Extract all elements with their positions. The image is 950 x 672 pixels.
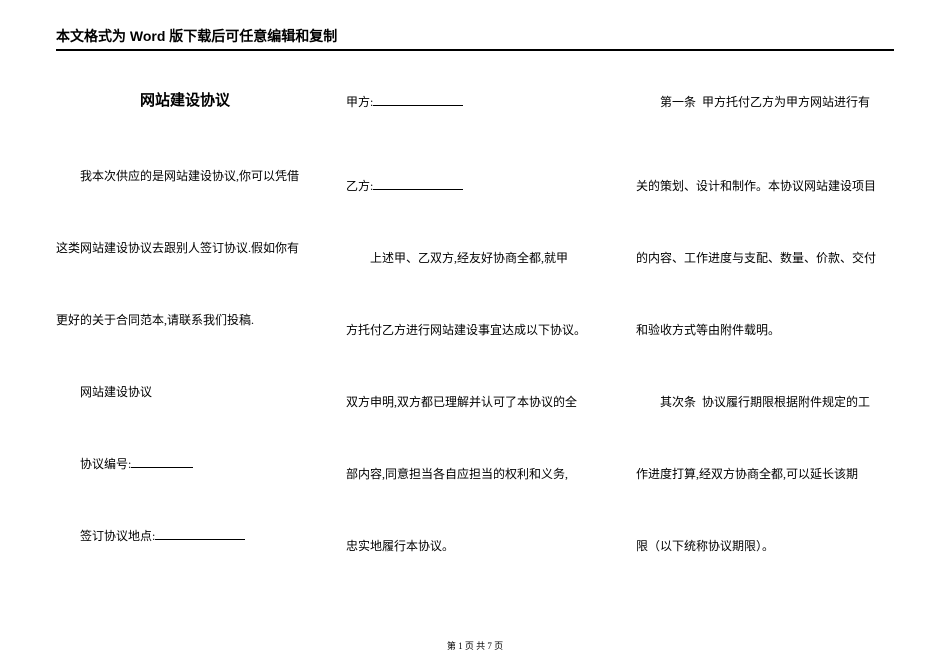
- column-2: 甲方: 乙方: 上述甲、乙双方,经友好协商全都,就甲 方托付乙方进行网站建设事宜…: [346, 72, 604, 612]
- blank-line: [131, 456, 193, 468]
- column-3: 第一条 甲方托付乙方为甲方网站进行有 关的策划、设计和制作。本协议网站建设项目 …: [636, 72, 894, 612]
- col1-p1: 我本次供应的是网站建设协议,你可以凭借: [56, 164, 314, 188]
- agreement-number-label: 协议编号:: [80, 457, 131, 471]
- content-columns: 网站建设协议 我本次供应的是网站建设协议,你可以凭借 这类网站建设协议去跟别人签…: [56, 72, 894, 612]
- signing-location-label: 签订协议地点:: [80, 529, 155, 543]
- party-b-label: 乙方:: [346, 179, 373, 193]
- col3-p6: 作进度打算,经双方协商全都,可以延长该期: [636, 462, 894, 486]
- page-header: 本文格式为 Word 版下载后可任意编辑和复制: [56, 26, 894, 51]
- blank-line: [373, 178, 463, 190]
- col3-p1: 第一条 甲方托付乙方为甲方网站进行有: [636, 90, 894, 114]
- article-1-text: 甲方托付乙方为甲方网站进行有: [702, 95, 870, 109]
- article-2-text: 协议履行期限根据附件规定的工: [702, 395, 870, 409]
- header-rule: [56, 49, 894, 50]
- blank-line: [155, 528, 245, 540]
- col1-p2: 这类网站建设协议去跟别人签订协议.假如你有: [56, 236, 314, 260]
- col2-p6: 部内容,同意担当各自应担当的权利和义务,: [346, 462, 604, 486]
- col1-p3: 更好的关于合同范本,请联系我们投稿.: [56, 308, 314, 332]
- header-text: 本文格式为 Word 版下载后可任意编辑和复制: [56, 28, 337, 44]
- page-footer: 第 1 页 共 7 页: [0, 639, 950, 652]
- article-2-prefix: 其次条: [660, 395, 696, 409]
- col2-p4: 方托付乙方进行网站建设事宜达成以下协议。: [346, 318, 604, 342]
- article-1-prefix: 第一条: [660, 95, 696, 109]
- blank-line: [373, 94, 463, 106]
- party-b-row: 乙方:: [346, 174, 604, 198]
- document-title: 网站建设协议: [56, 86, 314, 116]
- col1-p4: 网站建设协议: [56, 380, 314, 404]
- col3-p7: 限（以下统称协议期限）。: [636, 534, 894, 558]
- agreement-number-row: 协议编号:: [56, 452, 314, 476]
- col2-p3: 上述甲、乙双方,经友好协商全都,就甲: [346, 246, 604, 270]
- col2-p7: 忠实地履行本协议。: [346, 534, 604, 558]
- page-number: 第 1 页 共 7 页: [447, 641, 503, 651]
- col3-p2: 关的策划、设计和制作。本协议网站建设项目: [636, 174, 894, 198]
- col3-p3: 的内容、工作进度与支配、数量、价款、交付: [636, 246, 894, 270]
- col3-p5: 其次条 协议履行期限根据附件规定的工: [636, 390, 894, 414]
- party-a-row: 甲方:: [346, 90, 604, 114]
- column-1: 网站建设协议 我本次供应的是网站建设协议,你可以凭借 这类网站建设协议去跟别人签…: [56, 72, 314, 612]
- col2-p5: 双方申明,双方都已理解并认可了本协议的全: [346, 390, 604, 414]
- col3-p4: 和验收方式等由附件载明。: [636, 318, 894, 342]
- party-a-label: 甲方:: [346, 95, 373, 109]
- signing-location-row: 签订协议地点:: [56, 524, 314, 548]
